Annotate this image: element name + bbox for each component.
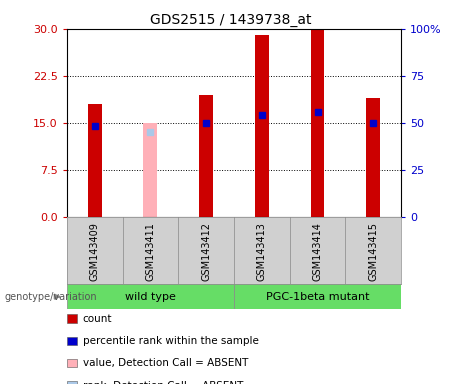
Text: wild type: wild type (125, 291, 176, 302)
Bar (88, 104, 102, 217)
Bar (255, 35, 269, 217)
Text: GDS2515 / 1439738_at: GDS2515 / 1439738_at (150, 13, 311, 27)
Bar (67, 284, 234, 309)
Text: GSM143415: GSM143415 (368, 222, 378, 281)
Bar (143, 123, 157, 217)
Text: GSM143411: GSM143411 (145, 222, 155, 281)
Text: count: count (83, 314, 112, 324)
Text: value, Detection Call = ABSENT: value, Detection Call = ABSENT (83, 358, 248, 368)
Bar (311, 29, 325, 217)
Text: rank, Detection Call = ABSENT: rank, Detection Call = ABSENT (83, 381, 243, 384)
Text: GSM143412: GSM143412 (201, 222, 211, 281)
Bar (199, 94, 213, 217)
Text: PGC-1beta mutant: PGC-1beta mutant (266, 291, 369, 302)
Bar (366, 98, 380, 217)
Text: genotype/variation: genotype/variation (5, 291, 97, 302)
Text: GSM143409: GSM143409 (90, 222, 100, 281)
Text: percentile rank within the sample: percentile rank within the sample (83, 336, 259, 346)
Bar (234, 284, 401, 309)
Text: GSM143413: GSM143413 (257, 222, 267, 281)
Text: GSM143414: GSM143414 (313, 222, 323, 281)
